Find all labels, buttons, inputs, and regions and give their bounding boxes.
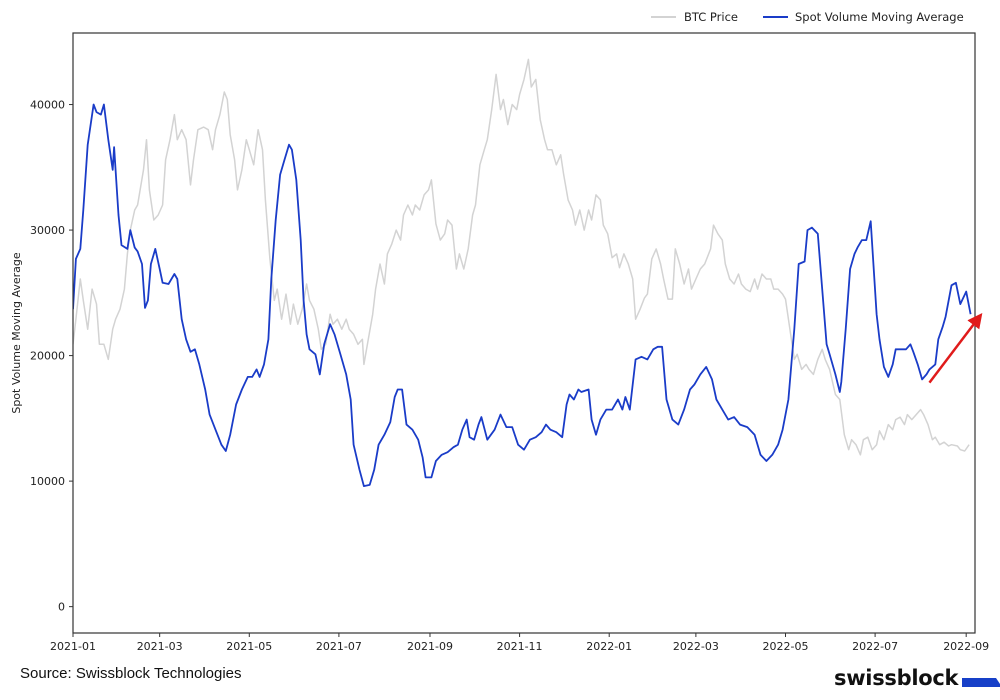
y-tick-label: 0 xyxy=(58,601,65,614)
y-axis-label: Spot Volume Moving Average xyxy=(10,252,23,414)
x-tick-label: 2021-05 xyxy=(226,640,272,653)
x-tick-label: 2022-05 xyxy=(763,640,809,653)
x-tick-label: 2022-07 xyxy=(852,640,898,653)
logo-mark-icon xyxy=(962,678,1000,687)
x-tick-label: 2021-07 xyxy=(316,640,362,653)
y-tick-label: 20000 xyxy=(30,350,65,363)
series-line-btc-price xyxy=(73,58,970,456)
plot-frame xyxy=(72,32,976,634)
y-tick-label: 40000 xyxy=(30,99,65,112)
x-tick-label: 2022-01 xyxy=(586,640,632,653)
x-tick-label: 2022-03 xyxy=(673,640,719,653)
series-line-spot-volume-moving-average xyxy=(73,103,972,487)
legend-label-spot-volume: Spot Volume Moving Average xyxy=(795,10,964,24)
swissblock-logo: swissblock xyxy=(834,666,959,690)
y-tick-label: 10000 xyxy=(30,475,65,488)
x-tick-label: 2021-09 xyxy=(407,640,453,653)
y-tick-label: 30000 xyxy=(30,224,65,237)
x-tick-label: 2021-11 xyxy=(497,640,543,653)
x-tick-label: 2022-09 xyxy=(943,640,989,653)
x-tick-label: 2021-01 xyxy=(50,640,96,653)
x-tick-label: 2021-03 xyxy=(137,640,183,653)
legend: BTC Price Spot Volume Moving Average xyxy=(651,10,964,24)
source-caption: Source: Swissblock Technologies xyxy=(20,665,242,682)
legend-label-btc-price: BTC Price xyxy=(684,10,738,24)
trend-arrow-icon xyxy=(928,312,983,384)
